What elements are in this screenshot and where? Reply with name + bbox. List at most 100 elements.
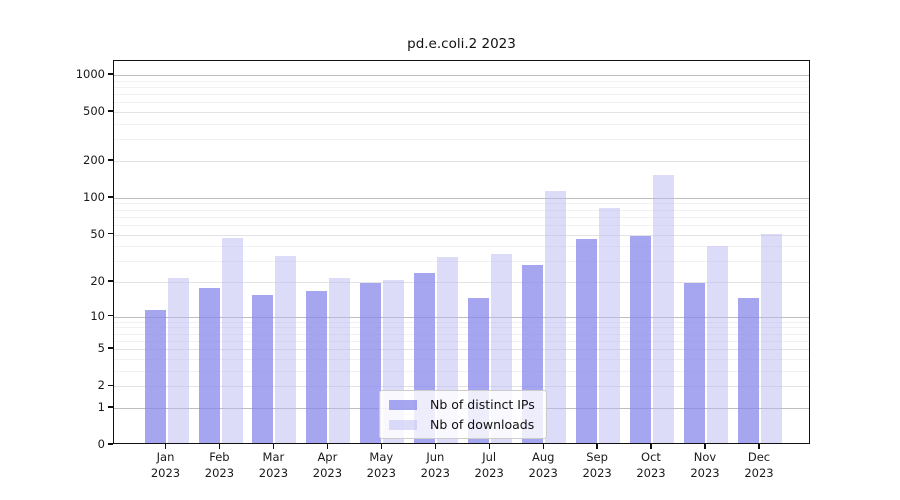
gridline-minor-6 xyxy=(114,340,809,342)
gridline-10 xyxy=(114,316,809,318)
y-tick-mark-1000 xyxy=(108,73,113,75)
plot-area: Nb of distinct IPs Nb of downloads xyxy=(113,60,810,444)
bar-distinct-ips-jan xyxy=(144,309,166,443)
y-tick-label-0: 0 xyxy=(97,437,105,451)
y-tick-label-10: 10 xyxy=(90,308,105,323)
x-tick-mark-oct xyxy=(650,444,652,449)
bar-downloads-jan xyxy=(167,277,189,443)
x-tick-mark-apr xyxy=(326,444,329,449)
x-tick-label-apr: Apr 2023 xyxy=(312,450,343,480)
legend-label: Nb of downloads xyxy=(430,417,535,432)
y-tick-mark-5 xyxy=(108,347,113,349)
x-tick-mark-dec xyxy=(758,444,760,449)
gridline-20 xyxy=(114,282,809,283)
legend-item-downloads: Nb of downloads xyxy=(389,417,535,432)
x-tick-mark-sep xyxy=(596,444,598,449)
y-tick-label-5: 5 xyxy=(97,341,105,356)
gridline-minor-7 xyxy=(114,333,809,335)
x-tick-label-oct: Oct 2023 xyxy=(636,450,666,480)
x-tick-label-jul: Jul 2023 xyxy=(474,450,504,480)
gridline-minor-400 xyxy=(114,124,809,125)
x-tick-label-dec: Dec 2023 xyxy=(744,450,774,480)
y-tick-mark-20 xyxy=(108,280,113,282)
gridline-5 xyxy=(114,349,809,351)
x-tick-mark-aug xyxy=(542,444,544,449)
y-tick-label-100: 100 xyxy=(83,189,105,204)
gridline-500 xyxy=(114,112,809,114)
bar-downloads-aug xyxy=(545,190,567,443)
x-tick-mark-may xyxy=(380,444,382,449)
x-tick-label-nov: Nov 2023 xyxy=(690,450,720,480)
gridline-1000 xyxy=(114,75,809,76)
y-tick-mark-100 xyxy=(108,196,113,198)
y-tick-mark-0 xyxy=(108,443,113,445)
bar-downloads-feb xyxy=(221,238,243,443)
y-tick-label-1: 1 xyxy=(97,399,105,414)
y-tick-label-20: 20 xyxy=(90,274,105,288)
gridline-minor-70 xyxy=(114,216,809,218)
gridline-minor-900 xyxy=(114,80,809,82)
bar-downloads-nov xyxy=(707,245,728,443)
x-tick-label-mar: Mar 2023 xyxy=(258,450,289,480)
gridline-minor-700 xyxy=(114,94,809,96)
y-tick-mark-1 xyxy=(108,406,113,408)
chart-title: pd.e.coli.2 2023 xyxy=(407,36,516,52)
legend: Nb of distinct IPs Nb of downloads xyxy=(379,390,547,439)
gridline-2 xyxy=(114,386,809,388)
bar-distinct-ips-apr xyxy=(306,291,328,443)
bar-distinct-ips-may xyxy=(360,282,382,443)
y-tick-label-500: 500 xyxy=(83,104,105,119)
gridline-100 xyxy=(114,197,809,199)
x-tick-mark-jun xyxy=(434,444,436,449)
y-tick-mark-2 xyxy=(108,384,113,386)
gridline-200 xyxy=(114,161,809,162)
gridline-50 xyxy=(114,234,809,236)
gridline-minor-8 xyxy=(114,327,809,329)
y-tick-label-200: 200 xyxy=(83,153,105,167)
bar-distinct-ips-dec xyxy=(738,298,759,443)
gridline-minor-90 xyxy=(114,203,809,205)
bar-distinct-ips-nov xyxy=(684,282,705,443)
bar-downloads-dec xyxy=(761,233,782,443)
gridline-minor-9 xyxy=(114,321,809,323)
x-tick-label-sep: Sep 2023 xyxy=(582,450,612,480)
x-tick-label-may: May 2023 xyxy=(366,450,396,480)
y-tick-mark-50 xyxy=(108,232,113,235)
legend-label: Nb of distinct IPs xyxy=(430,397,535,412)
y-tick-label-50: 50 xyxy=(90,226,105,241)
bar-downloads-apr xyxy=(329,277,351,443)
x-tick-mark-mar xyxy=(272,444,275,449)
bar-downloads-oct xyxy=(653,175,674,443)
bar-downloads-mar xyxy=(275,255,297,443)
x-tick-label-jun: Jun 2023 xyxy=(420,450,450,480)
y-tick-label-2: 2 xyxy=(97,378,105,393)
x-tick-mark-feb xyxy=(218,444,221,449)
bar-distinct-ips-feb xyxy=(198,288,220,443)
gridline-minor-800 xyxy=(114,87,809,88)
bar-distinct-ips-sep xyxy=(576,239,598,443)
legend-swatch-icon xyxy=(389,399,417,410)
y-tick-label-1000: 1000 xyxy=(75,67,105,81)
y-tick-mark-500 xyxy=(108,110,113,112)
gridline-minor-3 xyxy=(114,370,809,372)
gridline-minor-60 xyxy=(114,224,809,226)
gridline-minor-300 xyxy=(114,139,809,141)
legend-item-distinct-ips: Nb of distinct IPs xyxy=(389,397,535,412)
gridline-minor-80 xyxy=(114,209,809,211)
gridline-minor-40 xyxy=(114,246,809,248)
x-tick-mark-jul xyxy=(488,444,490,449)
y-tick-mark-200 xyxy=(108,159,113,161)
bar-downloads-sep xyxy=(599,207,621,443)
x-tick-mark-nov xyxy=(704,444,706,449)
legend-swatch-icon xyxy=(389,419,417,430)
x-tick-label-feb: Feb 2023 xyxy=(204,450,235,480)
x-tick-label-jan: Jan 2023 xyxy=(150,450,181,480)
gridline-minor-30 xyxy=(114,261,809,263)
bar-distinct-ips-mar xyxy=(252,294,274,443)
x-tick-label-aug: Aug 2023 xyxy=(528,450,558,480)
gridline-minor-600 xyxy=(114,102,809,104)
y-tick-mark-10 xyxy=(108,314,113,317)
bar-distinct-ips-oct xyxy=(630,235,651,443)
gridline-minor-4 xyxy=(114,358,809,360)
